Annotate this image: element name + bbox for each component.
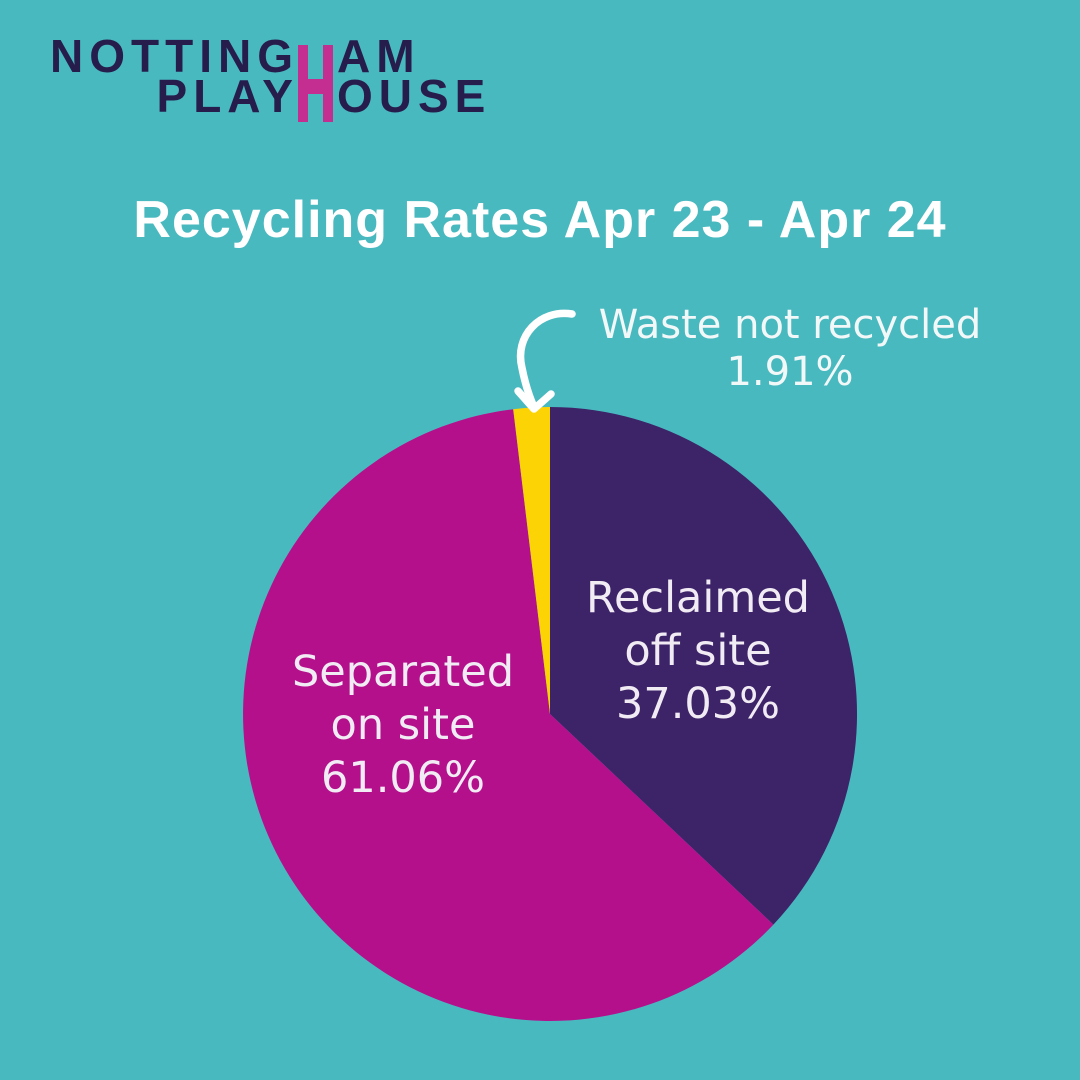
slice-label-line: Separated <box>291 647 515 697</box>
nottingham-playhouse-logo: NOTTING AM PLAY OUSE <box>40 30 492 122</box>
logo-shared-h-letter <box>298 45 333 122</box>
annotation-arrow <box>516 309 576 411</box>
annotation-label: Waste not recycled <box>598 302 982 348</box>
slice-label-line: Reclaimed <box>586 573 810 623</box>
pie-slice-reclaimed-off-site <box>550 407 858 925</box>
slice-label-line: off site <box>624 626 772 676</box>
pie-slice-waste-not-recycled <box>513 406 550 714</box>
logo-line-2: PLAY OUSE <box>40 70 492 122</box>
pie-slice-separated-on-site <box>243 409 774 1021</box>
pie-slices <box>243 406 858 1021</box>
logo-line-1: NOTTING AM <box>40 30 491 82</box>
annotation-arrowhead-icon <box>514 387 555 413</box>
annotation-value: 1.91% <box>726 349 854 395</box>
logo-text-notting: NOTTING <box>50 30 299 82</box>
slice-label-value: 37.03% <box>616 679 780 729</box>
label-reclaimed-off-site: Reclaimed off site 37.03% <box>538 572 858 731</box>
chart-title: Recycling Rates Apr 23 - Apr 24 <box>133 191 947 249</box>
logo-text-ouse: OUSE <box>337 70 492 122</box>
logo-h-crossbar <box>298 78 333 95</box>
logo-text-am: AM <box>337 30 421 82</box>
slice-label-value: 61.06% <box>321 753 485 803</box>
label-separated-on-site: Separated on site 61.06% <box>243 646 563 805</box>
logo-text-play: PLAY <box>156 70 299 122</box>
annotation-waste-not-recycled: Waste not recycled 1.91% <box>575 302 1005 396</box>
slice-label-line: on site <box>330 700 476 750</box>
